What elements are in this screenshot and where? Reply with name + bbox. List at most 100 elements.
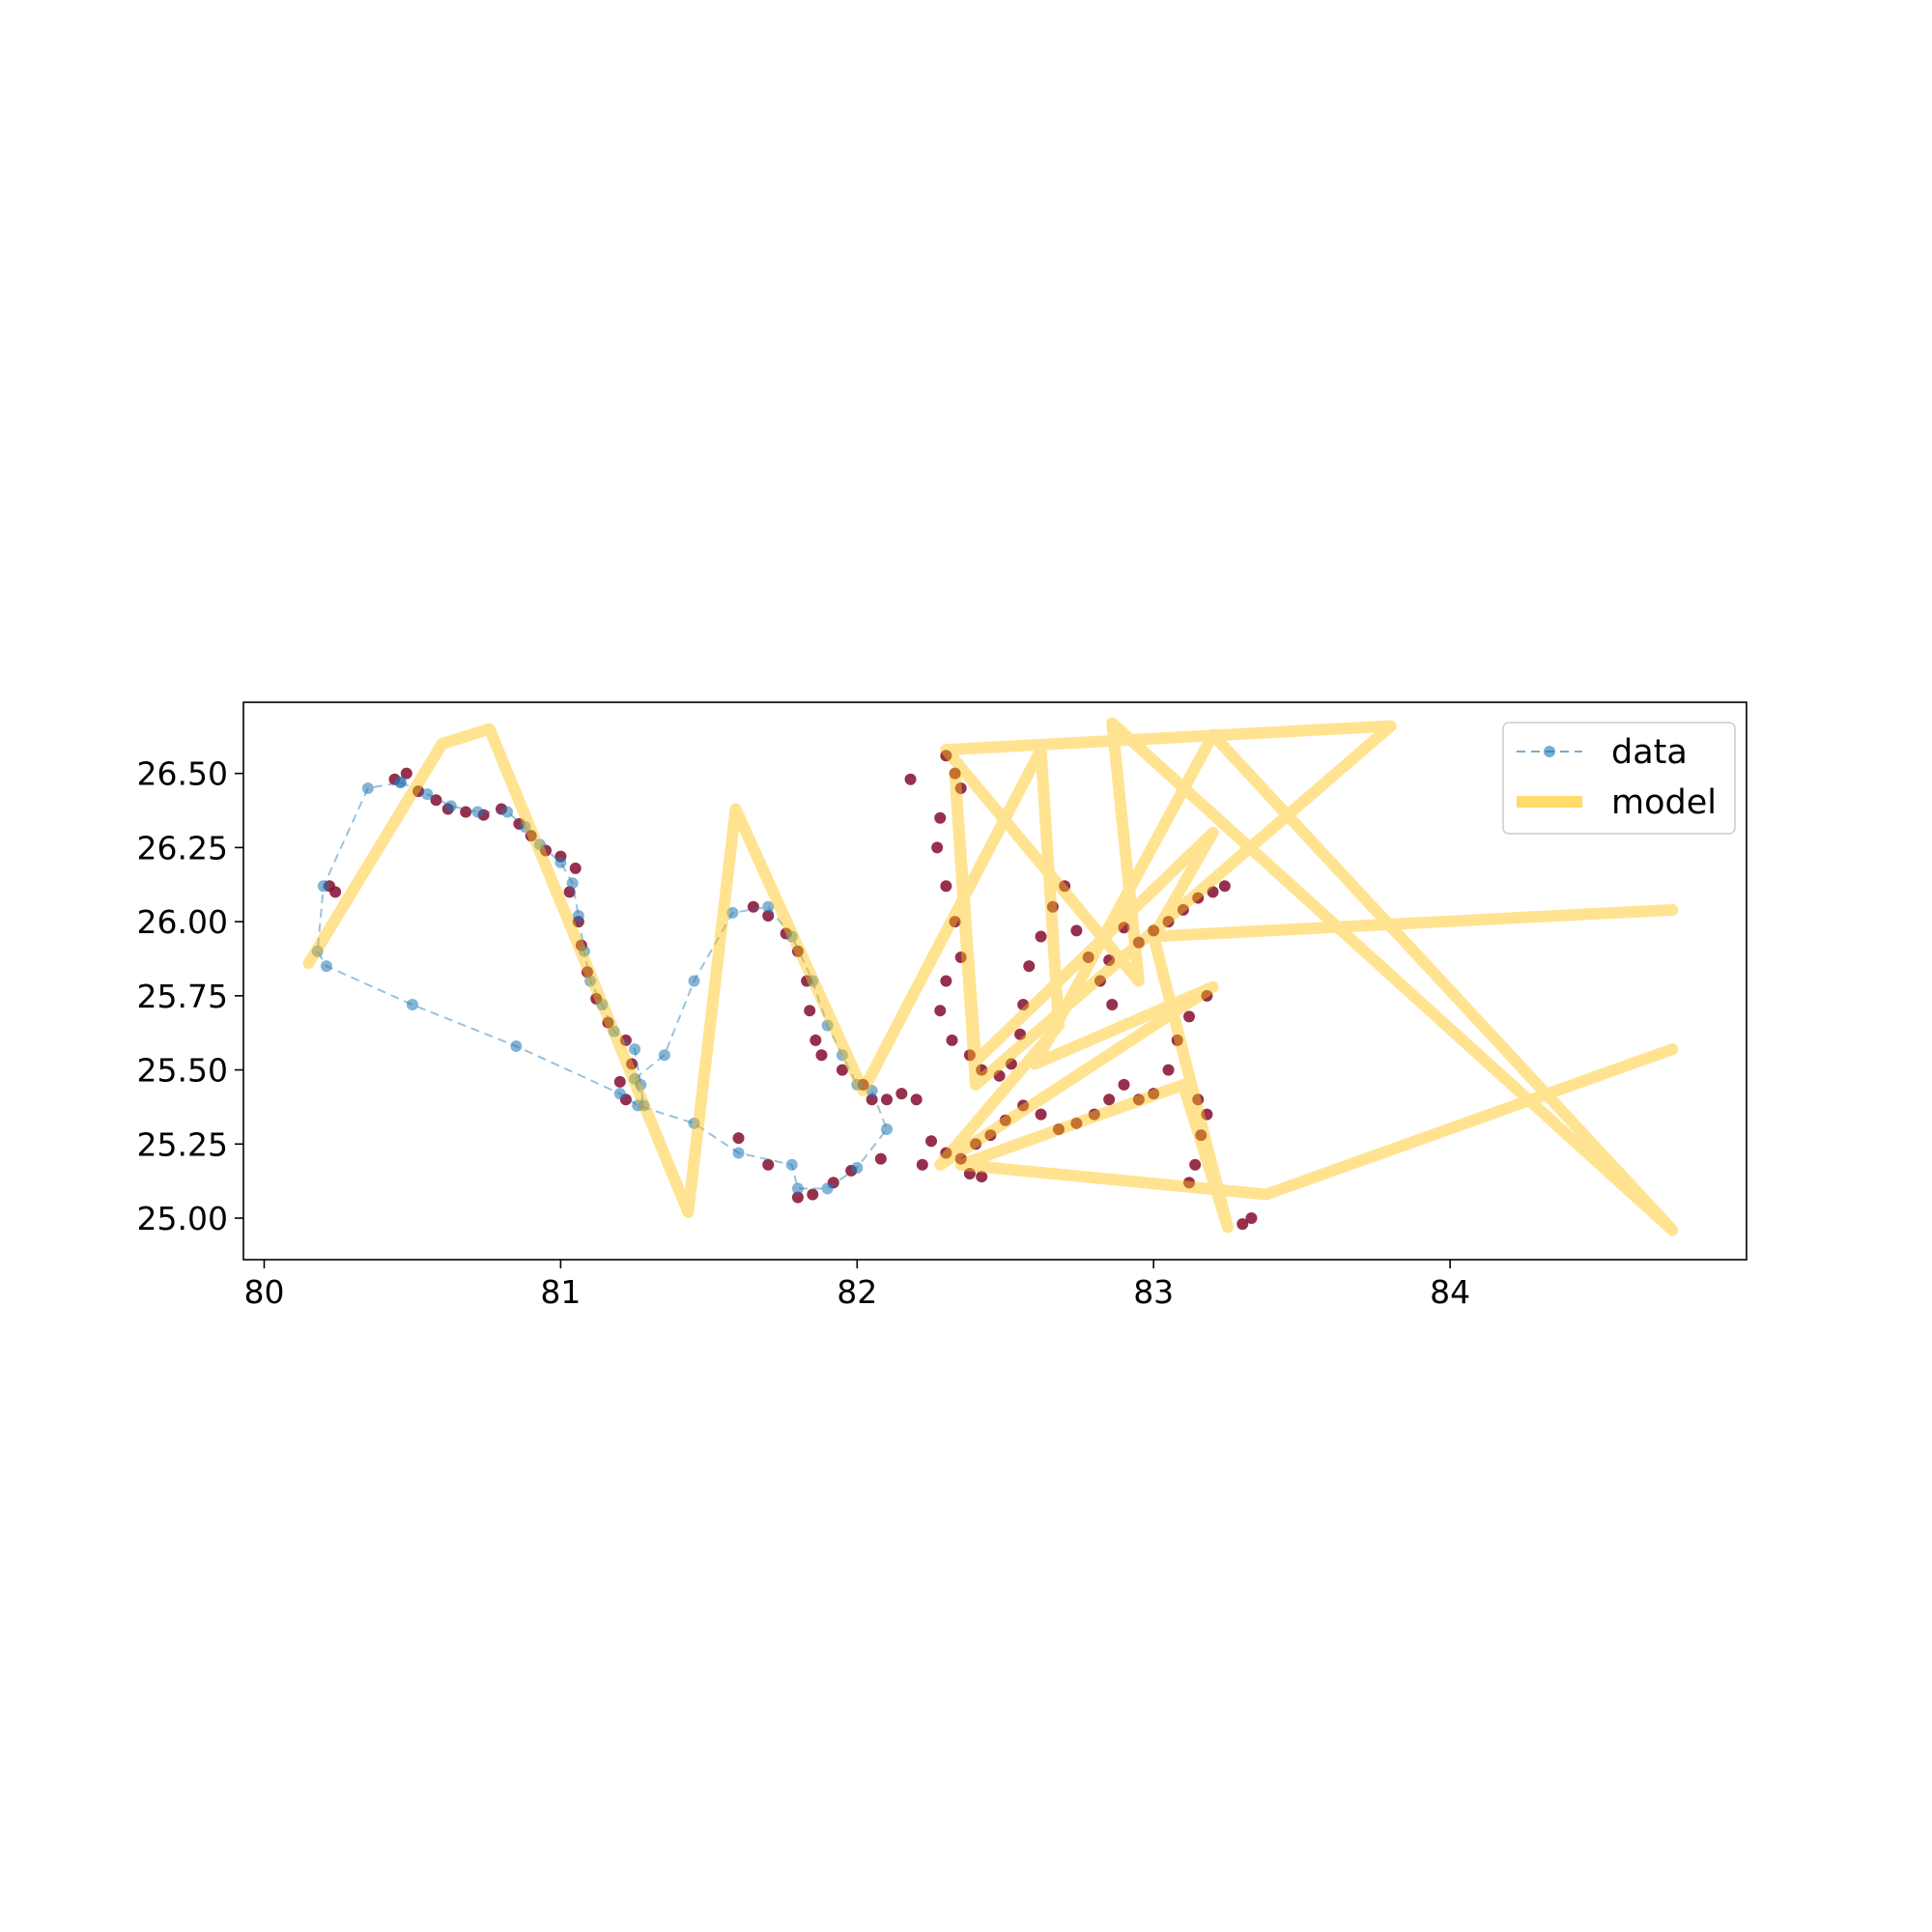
data-point bbox=[658, 1049, 670, 1062]
scatter-point bbox=[1192, 1094, 1205, 1106]
x-tick-label: 82 bbox=[837, 1273, 877, 1311]
scatter-point bbox=[949, 767, 961, 780]
scatter-point bbox=[1132, 1094, 1145, 1106]
legend-data-marker bbox=[1544, 746, 1555, 757]
data-point bbox=[320, 960, 332, 973]
data-point bbox=[688, 1117, 700, 1129]
scatter-point bbox=[1106, 999, 1119, 1011]
data-point bbox=[851, 1161, 864, 1174]
data-point bbox=[406, 999, 418, 1011]
scatter-point bbox=[460, 806, 472, 818]
scatter-point bbox=[954, 782, 967, 795]
scatter-point bbox=[1088, 1108, 1100, 1121]
data-point bbox=[510, 1040, 523, 1053]
scatter-point bbox=[925, 1135, 938, 1148]
scatter-point bbox=[993, 1069, 1006, 1082]
data-point bbox=[629, 1043, 641, 1056]
scatter-point bbox=[910, 1094, 923, 1106]
y-tick-label: 25.25 bbox=[137, 1125, 228, 1163]
data-point bbox=[851, 1078, 864, 1091]
scatter-point bbox=[626, 1058, 639, 1070]
y-tick-label: 26.50 bbox=[137, 755, 228, 793]
y-tick-label: 25.50 bbox=[137, 1052, 228, 1090]
data-point bbox=[880, 1122, 893, 1135]
scatter-point bbox=[1046, 900, 1059, 913]
data-point bbox=[572, 909, 584, 922]
legend-model-label: model bbox=[1611, 783, 1717, 822]
data-point bbox=[533, 838, 546, 851]
data-point bbox=[613, 1088, 626, 1100]
scatter-point bbox=[1023, 960, 1036, 973]
scatter-point bbox=[976, 1064, 988, 1076]
data-point bbox=[821, 1019, 834, 1032]
y-axis: 25.00 25.25 25.50 25.75 26.00 26.25 26.50 bbox=[137, 755, 243, 1237]
legend-data-label: data bbox=[1611, 733, 1688, 772]
scatter-point bbox=[1201, 989, 1213, 1002]
axes-frame bbox=[242, 701, 1747, 1261]
scatter-point bbox=[1035, 1108, 1047, 1121]
x-tick-label: 84 bbox=[1430, 1273, 1470, 1311]
scatter-point bbox=[804, 1005, 816, 1017]
model-series-line bbox=[302, 717, 1679, 1236]
data-point bbox=[629, 1072, 641, 1085]
scatter-point bbox=[602, 1016, 614, 1029]
scatter-point bbox=[791, 1191, 804, 1204]
scatter-point bbox=[1207, 886, 1219, 898]
scatter-point bbox=[931, 841, 944, 854]
model-series-layer bbox=[302, 717, 1679, 1236]
scatter-point bbox=[1118, 922, 1130, 934]
scatter-point bbox=[791, 945, 804, 957]
scatter-point bbox=[1103, 954, 1116, 967]
scatter-point bbox=[954, 1152, 967, 1165]
data-series-layer bbox=[311, 776, 893, 1195]
scatter-point bbox=[946, 1034, 958, 1046]
scatter-point bbox=[1183, 1177, 1196, 1189]
scatter-point bbox=[815, 1049, 828, 1062]
scatter-point bbox=[1171, 1034, 1183, 1046]
scatter-point bbox=[582, 966, 594, 979]
scatter-point bbox=[400, 767, 412, 780]
y-tick-label: 25.75 bbox=[137, 978, 228, 1015]
scatter-point bbox=[1148, 1088, 1160, 1100]
scatter-point bbox=[1082, 951, 1094, 963]
scatter-point bbox=[613, 1075, 626, 1088]
scatter-point bbox=[940, 1147, 952, 1159]
scatter-point bbox=[1005, 1058, 1017, 1070]
data-point bbox=[361, 782, 374, 795]
scatter-point bbox=[762, 1158, 775, 1171]
scatter-point bbox=[916, 1158, 928, 1171]
y-tick-label: 26.00 bbox=[137, 903, 228, 941]
scatter-point bbox=[1177, 903, 1189, 916]
scatter-point bbox=[1218, 880, 1231, 893]
scatter-point bbox=[1148, 924, 1160, 937]
y-tick-label: 25.00 bbox=[137, 1200, 228, 1237]
scatter-point bbox=[904, 773, 917, 785]
scatter-point bbox=[970, 1138, 982, 1151]
scatter-point bbox=[430, 794, 442, 807]
scatter-point bbox=[1103, 1094, 1116, 1106]
scatter-point bbox=[866, 1094, 878, 1106]
scatter-point bbox=[940, 880, 952, 893]
data-point bbox=[807, 975, 819, 987]
scatter-point bbox=[1189, 1158, 1202, 1171]
data-point bbox=[608, 1025, 620, 1037]
scatter-point bbox=[963, 1167, 976, 1179]
scatter-point bbox=[1059, 880, 1071, 893]
scatter-point bbox=[1162, 1064, 1175, 1076]
scatter-point bbox=[999, 1114, 1011, 1126]
data-point bbox=[501, 806, 514, 818]
data-point bbox=[632, 1099, 644, 1112]
scatter-layer bbox=[324, 750, 1258, 1231]
data-point bbox=[578, 945, 590, 957]
scatter-point bbox=[1183, 1010, 1196, 1023]
scatter-point bbox=[1192, 892, 1205, 904]
scatter-point bbox=[563, 886, 576, 898]
x-axis: 80 81 82 83 84 bbox=[243, 1260, 1470, 1311]
scatter-point bbox=[329, 886, 342, 898]
scatter-point bbox=[1017, 999, 1030, 1011]
data-point bbox=[821, 1182, 834, 1195]
scatter-point bbox=[934, 1005, 947, 1017]
scatter-point bbox=[1201, 1108, 1213, 1121]
scatter-point bbox=[963, 1049, 976, 1062]
x-tick-label: 81 bbox=[540, 1273, 581, 1311]
